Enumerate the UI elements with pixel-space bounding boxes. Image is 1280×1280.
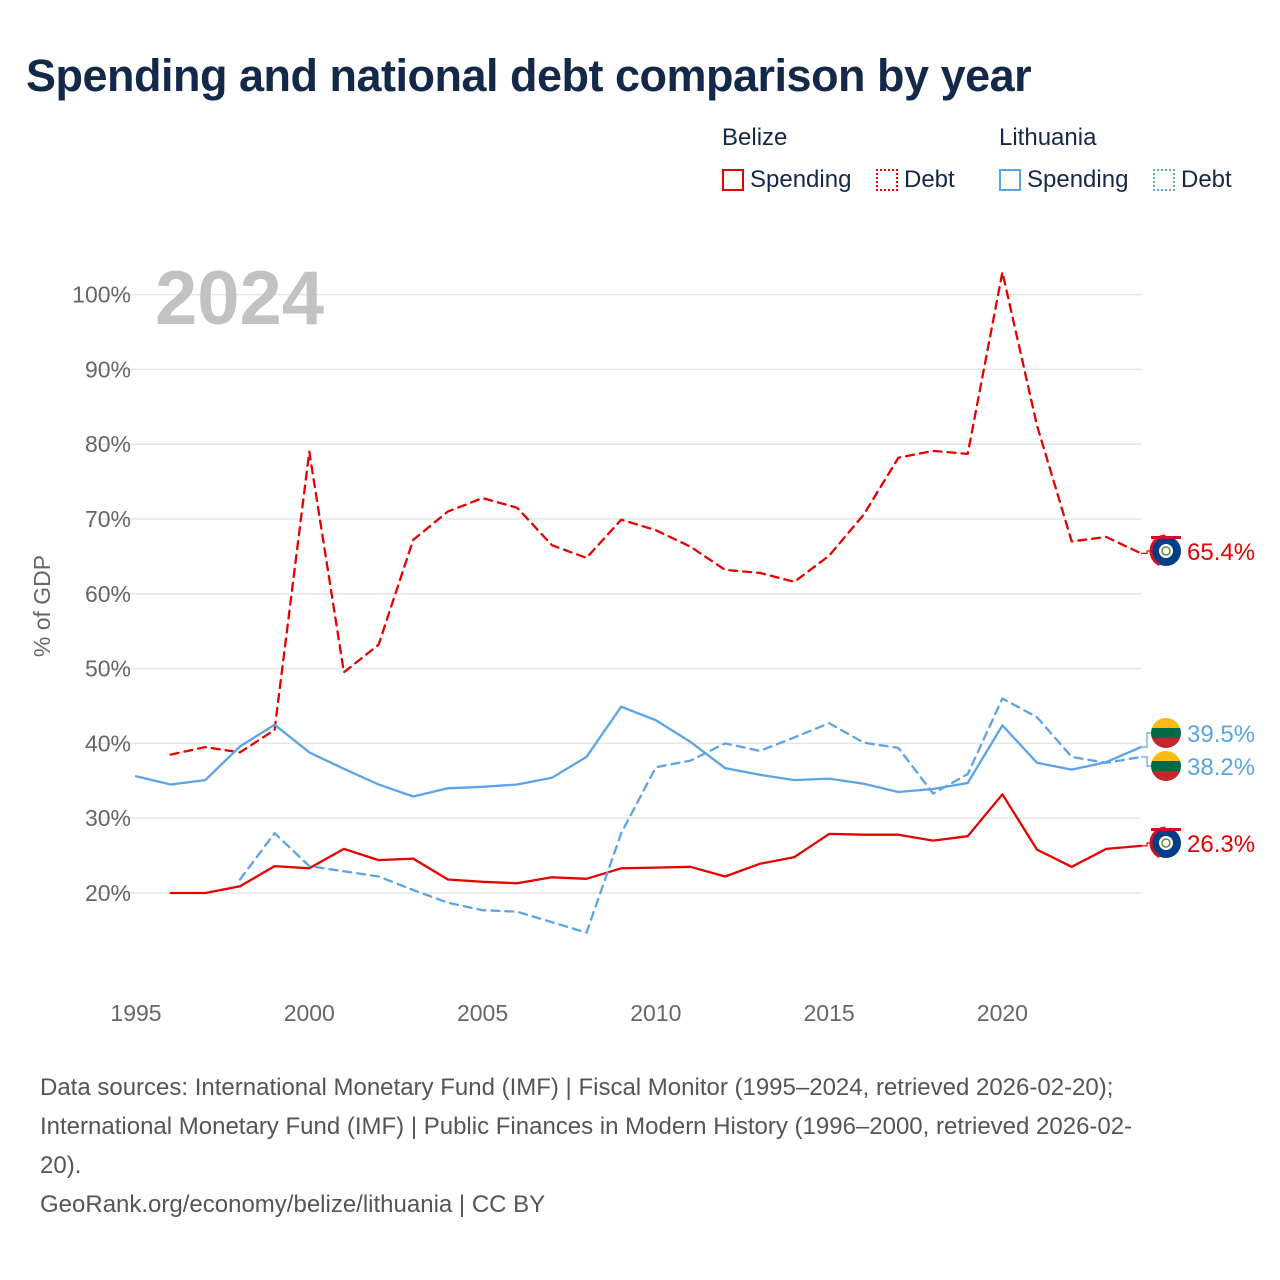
x-tick-label: 2000: [284, 1000, 335, 1026]
sources-line-1: Data sources: International Monetary Fun…: [40, 1074, 1114, 1101]
legend-belize-debt[interactable]: Debt: [876, 166, 955, 194]
end-label-lithuania-spending: 39.5%: [1187, 721, 1255, 748]
x-tick-label: 2015: [804, 1000, 855, 1026]
connector-lithuania-spending: [1141, 732, 1151, 748]
sources-link[interactable]: GeoRank.org/economy/belize/lithuania | C…: [40, 1191, 546, 1218]
legend-belize-spending-label: Spending: [750, 166, 852, 193]
y-tick-label: 20%: [85, 880, 131, 906]
legend-belize-debt-swatch: [876, 169, 898, 191]
year-watermark: 2024: [155, 256, 324, 341]
y-tick-label: 40%: [85, 730, 131, 756]
legend-lithuania-debt-label: Debt: [1181, 166, 1232, 193]
grid-lines: [98, 293, 1141, 894]
x-tick-label: 2005: [457, 1000, 508, 1026]
x-tick-label: 2020: [977, 1000, 1028, 1026]
legend-belize-spending-swatch: [722, 169, 744, 191]
flag-belize-spending: [1149, 826, 1183, 860]
series-line-lithuania-spending: [134, 705, 1143, 798]
y-tick-label: 80%: [85, 431, 131, 457]
sources-note: Data sources: International Monetary Fun…: [40, 1068, 1240, 1224]
connector-lithuania-debt: [1141, 756, 1151, 767]
legend-belize-spending[interactable]: Spending: [722, 166, 851, 194]
legend-lithuania-spending[interactable]: Spending: [999, 166, 1128, 194]
flag-belize-debt: [1149, 534, 1183, 568]
series-line-belize-spending: [169, 793, 1143, 895]
y-tick-label: 100%: [72, 282, 131, 308]
y-axis-label: % of GDP: [29, 555, 55, 657]
series-line-belize-debt: [169, 271, 1143, 756]
y-tick-label: 90%: [85, 356, 131, 382]
x-axis-ticks: 1995 2000 2005 2010 2015 2020: [110, 1000, 1028, 1026]
legend-lithuania: Lithuania Spending Debt: [999, 124, 1269, 204]
flag-lithuania-debt: [1151, 751, 1181, 781]
chart-title: Spending and national debt comparison by…: [26, 50, 1032, 101]
series-line-lithuania-debt: [238, 697, 1143, 934]
y-tick-label: 60%: [85, 581, 131, 607]
legend-belize: Belize Spending Debt: [722, 124, 982, 204]
sources-line-2: International Monetary Fund (IMF) | Publ…: [40, 1113, 1133, 1140]
legend-belize-label: Belize: [722, 124, 788, 151]
end-label-belize-spending: 26.3%: [1187, 831, 1255, 858]
connector-belize-debt: [1141, 550, 1151, 555]
legend-lithuania-debt-swatch: [1153, 169, 1175, 191]
x-tick-label: 2010: [630, 1000, 681, 1026]
legend-lithuania-spending-swatch: [999, 169, 1021, 191]
y-axis-ticks: 20% 30% 40% 50% 60% 70% 80% 90% 100%: [72, 282, 131, 906]
series-layer: [134, 271, 1143, 934]
y-tick-label: 50%: [85, 656, 131, 682]
connector-belize-spending: [1141, 842, 1151, 847]
end-labels: 65.4% 26.3% 39.5% 38.2%: [1141, 534, 1255, 860]
end-label-lithuania-debt: 38.2%: [1187, 754, 1255, 781]
x-tick-label: 1995: [110, 1000, 161, 1026]
end-label-belize-debt: 65.4%: [1187, 539, 1255, 566]
legend-lithuania-label: Lithuania: [999, 124, 1097, 151]
line-chart: 2024 20% 30% 40% 50% 60% 70% 80% 90% 100% 1995 20…: [29, 256, 1255, 1026]
y-tick-label: 30%: [85, 805, 131, 831]
legend-belize-debt-label: Debt: [904, 166, 955, 193]
flag-lithuania-spending: [1151, 718, 1181, 748]
legend-lithuania-spending-label: Spending: [1027, 166, 1129, 193]
y-tick-label: 70%: [85, 506, 131, 532]
sources-line-3: 20).: [40, 1152, 82, 1179]
legend-lithuania-debt[interactable]: Debt: [1153, 166, 1232, 194]
